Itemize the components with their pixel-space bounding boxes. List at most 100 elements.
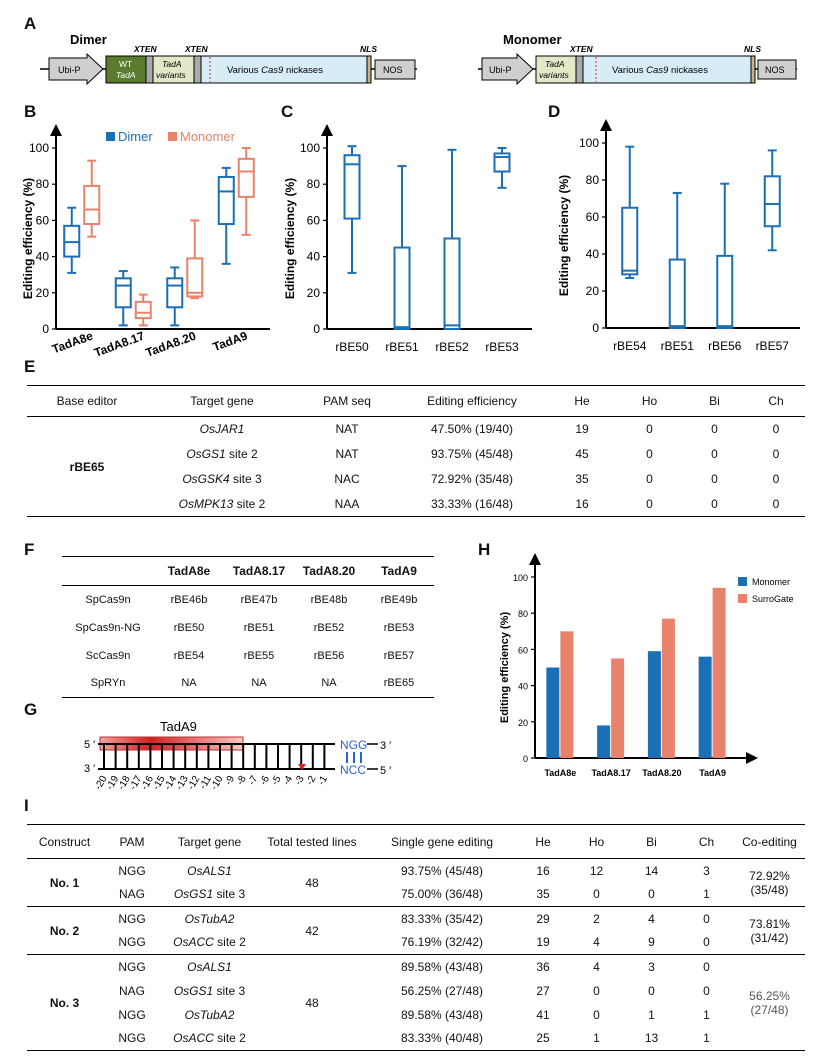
variant-label-mono-2: variants (539, 70, 570, 80)
table-e-header: Base editor (56, 394, 118, 408)
table-i-cell: 0 (703, 959, 710, 974)
table-i-cell: NGG (118, 959, 146, 974)
y-tick-label: 80 (518, 609, 528, 619)
table-i: Construct PAM Target gene Total tested l… (27, 824, 805, 1051)
tada-variant-box (152, 55, 195, 84)
x-tick-label: rBE56 (708, 339, 742, 353)
table-f-cell: rBE48b (310, 593, 348, 606)
table-i-cell: 1 (648, 1007, 655, 1022)
panel-label-a: A (24, 14, 37, 33)
box (716, 254, 734, 330)
table-e-cell: 0 (646, 447, 653, 461)
nos-label: NOS (383, 65, 403, 75)
table-i-cell: OsGS1 site 3 (173, 887, 246, 902)
pam-top: NGG (340, 738, 367, 752)
panel-label-i: I (24, 796, 29, 815)
bar (647, 651, 661, 758)
xten-linker-2 (193, 55, 202, 84)
xten-linker-mono (575, 55, 584, 84)
x-tick-label: rBE53 (485, 340, 519, 354)
y-tick-label: 0 (592, 321, 599, 335)
box (443, 237, 461, 330)
table-e-cell: 35 (575, 472, 589, 486)
box (166, 277, 184, 309)
variant-label: TadA (162, 59, 182, 69)
table-i-cell: 83.33% (40/48) (400, 1031, 484, 1046)
table-f-cell: rBE55 (243, 649, 275, 662)
y-tick-label: 40 (36, 250, 50, 264)
legend-label: Dimer (118, 129, 153, 144)
x-tick-label: TadA8.20 (642, 768, 681, 778)
x-tick-label: TadA8e (544, 768, 576, 778)
table-f: TadA8e TadA8.17 TadA8.20 TadA9 SpCas9n rB… (62, 556, 434, 698)
table-e-cell: NAC (334, 472, 360, 486)
table-e-cell: OsMPK13 site 2 (178, 496, 266, 511)
table-f-cell: rBE52 (313, 621, 345, 634)
y-tick-label: 80 (307, 177, 321, 191)
table-i-cell: 41 (536, 1007, 550, 1022)
box (134, 300, 152, 320)
table-i-lines: 42 (305, 923, 319, 938)
table-f-cell: rBE47b (240, 593, 278, 606)
variant-label-mono: TadA (545, 59, 565, 69)
xten-label-1: XTEN (133, 44, 158, 54)
bar (712, 587, 726, 758)
box-plot-c: 0 20 40 60 80 100 Editing efficiency (%) rBE50 r… (283, 124, 532, 354)
cas9-box (200, 55, 368, 84)
y-tick-label: 0 (523, 754, 528, 764)
table-f-cell: rBE57 (383, 649, 415, 662)
table-e-header: PAM seq (323, 394, 371, 408)
panel-label-e: E (24, 357, 36, 376)
y-tick-label: 20 (518, 718, 528, 728)
legend-swatch (738, 577, 747, 586)
x-tick-label: TadA9 (211, 329, 250, 355)
bar (698, 656, 712, 758)
x-tick-label: TadA8.20 (144, 329, 198, 360)
table-e-cell: NAT (335, 447, 359, 461)
x-tick-label: rBE51 (661, 339, 695, 353)
y-tick-label: 0 (313, 322, 320, 336)
table-i-header: Ho (588, 834, 605, 849)
y-tick-label: 80 (586, 173, 600, 187)
table-i-cell: 3 (703, 863, 710, 878)
table-i-cell: 4 (593, 959, 600, 974)
table-i-cell: NGG (118, 935, 146, 950)
y-axis-arrow (529, 553, 541, 565)
x-tick-label: rBE50 (335, 340, 369, 354)
table-f-cell: NA (321, 677, 337, 690)
table-i-cell: 4 (648, 911, 655, 926)
table-f-cell: rBE51 (243, 621, 275, 634)
bar (661, 618, 675, 758)
y-tick-label: 20 (586, 284, 600, 298)
table-i-lines: 48 (305, 995, 319, 1010)
table-f-cell: SpCas9n (85, 593, 131, 606)
box (393, 246, 411, 330)
y-tick-label: 100 (579, 136, 599, 150)
three-prime-bottom: 3 ′ (84, 763, 95, 775)
box (217, 175, 235, 226)
panel-label-c: C (281, 102, 294, 121)
nls-box-mono (750, 55, 756, 84)
table-i-coediting: 73.81% (31/42) (749, 916, 790, 945)
table-e-cell: 0 (711, 447, 718, 461)
table-i-cell: 16 (536, 863, 550, 878)
table-i-construct: No. 1 (49, 875, 80, 890)
table-i-cell: 35 (536, 887, 550, 902)
table-f-cell: SpRYn (90, 677, 126, 690)
legend-label: SurroGate (752, 594, 794, 604)
table-e-cell: 0 (772, 472, 780, 486)
cas9-label-mono: Various Cas9 nickases (612, 65, 708, 76)
table-i-cell: 25 (536, 1031, 550, 1046)
table-i-cell: 76.19% (32/42) (400, 935, 484, 950)
box (237, 157, 255, 198)
table-i-cell: OsGS1 site 3 (173, 983, 246, 998)
table-f-header: TadA8e (167, 564, 211, 578)
xten-label-2: XTEN (184, 44, 209, 54)
table-e-cell: 33.33% (16/48) (430, 496, 514, 511)
x-tick-label: TadA8.17 (92, 329, 146, 360)
table-i-cell: OsALS1 (187, 863, 232, 878)
five-prime-top: 5 ′ (84, 739, 95, 751)
y-tick-label: 80 (36, 177, 50, 191)
table-i-cell: 0 (648, 887, 655, 902)
table-e-cell: NAA (334, 496, 360, 511)
